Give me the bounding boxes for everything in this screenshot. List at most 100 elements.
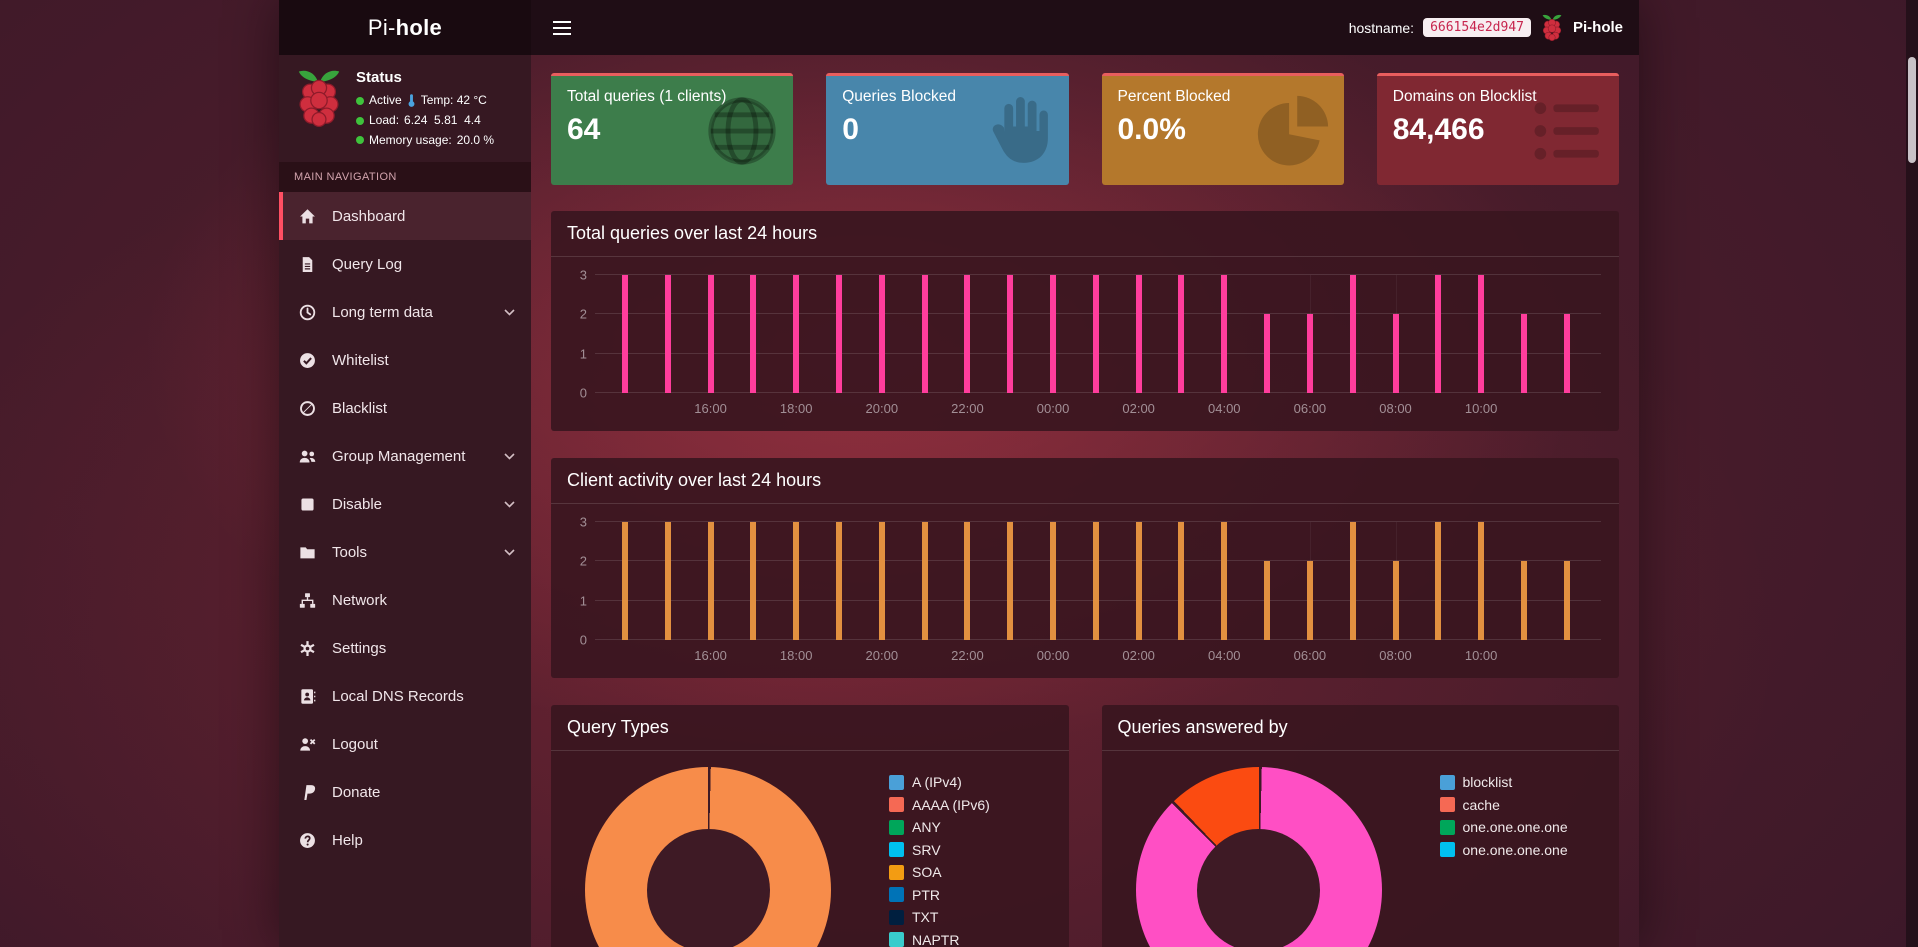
x-axis-label: 04:00	[1208, 648, 1241, 663]
bar	[1092, 275, 1099, 393]
sidebar-section-label: MAIN NAVIGATION	[279, 162, 531, 193]
x-axis-label: 16:00	[694, 401, 727, 416]
sidebar-item-long-term-data[interactable]: Long term data	[279, 288, 531, 336]
hamburger-icon	[553, 20, 571, 35]
scrollbar-thumb[interactable]	[1908, 57, 1916, 163]
legend-item[interactable]: SOA	[889, 861, 990, 884]
donut-hole	[1197, 828, 1320, 947]
clock-icon	[299, 304, 323, 321]
sidebar-item-label: Group Management	[332, 447, 466, 465]
legend-item[interactable]: one.one.one.one	[1439, 839, 1568, 862]
sidebar-item-group-management[interactable]: Group Management	[279, 432, 531, 480]
panel-query-types: Query Types A (IPv4) AAAA (IPv6) ANY SRV SOA…	[551, 705, 1069, 947]
legend-item[interactable]: TXT	[889, 906, 990, 929]
bar	[1306, 314, 1313, 393]
address-book-icon	[299, 688, 323, 705]
check-circle-icon	[299, 352, 323, 369]
queries-answered-by-donut[interactable]	[1135, 767, 1382, 947]
panel-title: Queries answered by	[1101, 705, 1619, 751]
bar	[1435, 275, 1442, 393]
legend-item[interactable]: ANY	[889, 816, 990, 839]
status-row-label: Memory usage:	[369, 132, 452, 147]
legend-color-swatch	[889, 909, 904, 925]
sidebar-item-whitelist[interactable]: Whitelist	[279, 336, 531, 384]
sidebar-item-query-log[interactable]: Query Log	[279, 240, 531, 288]
legend-item[interactable]: AAAA (IPv6)	[889, 794, 990, 817]
bar	[1264, 314, 1271, 393]
bar	[921, 275, 928, 393]
sidebar-item-dashboard[interactable]: Dashboard	[279, 192, 531, 241]
hand-icon	[979, 92, 1057, 170]
bar	[1349, 275, 1356, 393]
bottom-row: Query Types A (IPv4) AAAA (IPv6) ANY SRV SOA…	[551, 705, 1619, 947]
sidebar-toggle-button[interactable]	[549, 15, 575, 41]
bar	[1563, 314, 1570, 393]
query-types-donut[interactable]	[585, 767, 831, 947]
x-axis-label: 06:00	[1293, 401, 1327, 416]
legend-label: one.one.one.one	[1462, 841, 1568, 858]
sidebar-item-blacklist[interactable]: Blacklist	[279, 384, 531, 432]
sidebar-item-help[interactable]: Help	[279, 816, 531, 864]
legend-item[interactable]: PTR	[889, 884, 990, 907]
status-title: Status	[356, 69, 402, 86]
x-axis-labels: 16:00 18:00 20:00 22:00 00:00 02:00 04:00 06:00…	[595, 640, 1601, 666]
legend-label: blocklist	[1462, 774, 1513, 791]
queries-answered-by-legend: blocklist cache one.one.one.one one.one.one…	[1439, 771, 1568, 862]
brand-link[interactable]: Pi-hole	[279, 0, 531, 55]
sidebar-item-tools[interactable]: Tools	[279, 528, 531, 576]
legend-item[interactable]: A (IPv4)	[889, 771, 990, 794]
bar	[836, 522, 842, 640]
chevron-down-icon	[504, 549, 515, 556]
y-axis-label: 3	[579, 267, 587, 283]
status-ok-icon	[356, 96, 364, 105]
x-axis-labels: 16:00 18:00 20:00 22:00 00:00 02:00 04:00 06:00…	[595, 393, 1601, 419]
status-ok-icon	[356, 136, 364, 145]
x-axis-label: 02:00	[1122, 401, 1155, 416]
question-icon	[299, 832, 323, 849]
x-axis-label: 16:00	[694, 648, 727, 663]
bar	[750, 275, 757, 393]
status-row: Active Temp: 42 °C	[356, 91, 494, 111]
paypal-icon	[299, 784, 323, 801]
panel-client-activity: Client activity over last 24 hours 0 1 2 3 …	[551, 458, 1619, 678]
sidebar-item-donate[interactable]: Donate	[279, 768, 531, 816]
sidebar-item-settings[interactable]: Settings	[279, 624, 531, 672]
legend-color-swatch	[889, 774, 904, 790]
panel-title: Total queries over last 24 hours	[551, 211, 1619, 257]
card-title: Percent Blocked	[1117, 88, 1231, 105]
client-activity-chart[interactable]: 0 1 2 3	[580, 515, 1601, 648]
legend-item[interactable]: cache	[1439, 794, 1568, 817]
bar	[1135, 275, 1142, 393]
gridline	[595, 521, 1601, 522]
bar	[921, 522, 928, 640]
legend-item[interactable]: one.one.one.one	[1439, 816, 1568, 839]
sidebar-item-logout[interactable]: Logout	[279, 720, 531, 768]
bar	[664, 522, 671, 640]
bar	[621, 275, 628, 393]
card-value: 0	[842, 113, 859, 146]
legend-item[interactable]: blocklist	[1439, 771, 1568, 794]
x-axis-label: 20:00	[865, 648, 899, 663]
sidebar-item-network[interactable]: Network	[279, 576, 531, 624]
sidebar-item-label: Dashboard	[332, 207, 406, 225]
queries-over-time-chart[interactable]: 0 1 2 3	[580, 268, 1601, 401]
top-navbar: Pi-hole hostname: 666154e2d947 Pi-hole	[279, 0, 1639, 55]
y-axis-label: 0	[579, 632, 587, 648]
bar	[964, 522, 971, 640]
body-row: Status Active Temp: 42 °C Load: 6.24 5.81 4…	[279, 55, 1639, 947]
sidebar-item-local-dns-records[interactable]: Local DNS Records	[279, 672, 531, 720]
hostname-label: hostname:	[1348, 19, 1415, 36]
card-value: 0.0%	[1117, 113, 1186, 146]
bar	[1349, 522, 1356, 640]
sidebar-item-disable[interactable]: Disable	[279, 480, 531, 528]
legend-item[interactable]: NAPTR	[889, 929, 990, 947]
legend-label: one.one.one.one	[1462, 819, 1568, 836]
globe-icon	[703, 92, 781, 170]
sidebar: Status Active Temp: 42 °C Load: 6.24 5.81 4…	[279, 55, 531, 947]
chevron-down-icon	[504, 501, 515, 508]
scrollbar[interactable]	[1906, 0, 1918, 947]
legend-label: ANY	[912, 819, 941, 836]
legend-item[interactable]: SRV	[889, 839, 990, 862]
status-rows: Active Temp: 42 °C Load: 6.24 5.81 4.4 Memor…	[356, 91, 494, 150]
bar	[793, 522, 800, 640]
